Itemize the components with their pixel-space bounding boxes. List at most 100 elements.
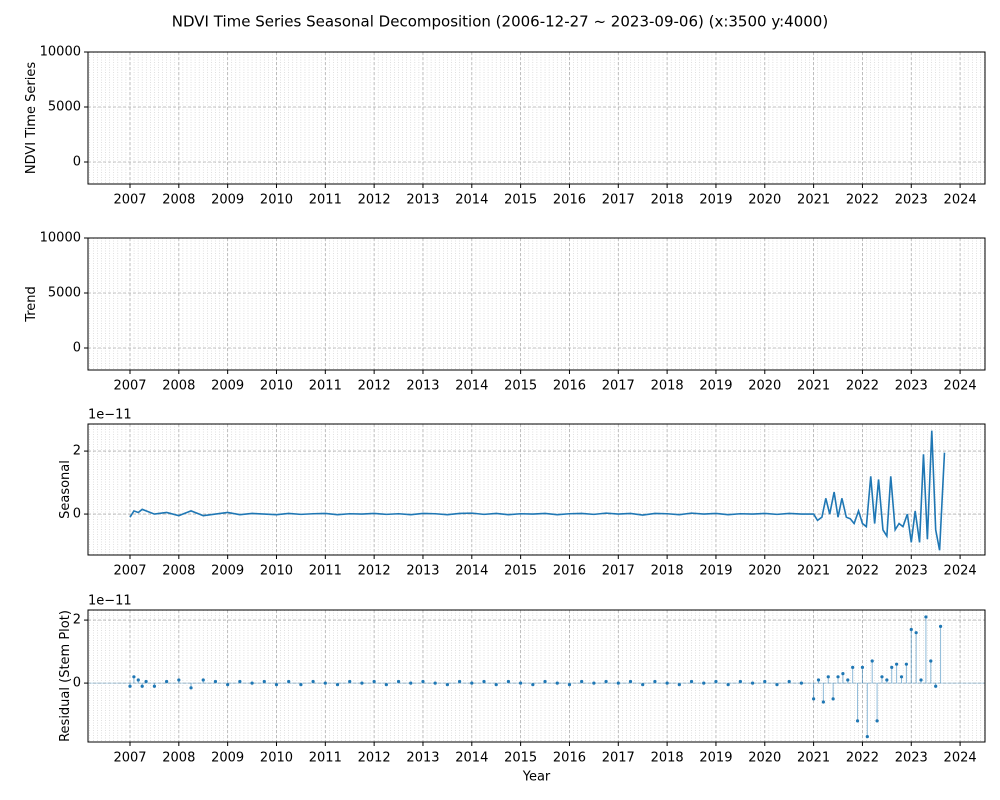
stem-marker	[851, 665, 855, 669]
stem-marker	[831, 697, 835, 701]
stem-marker	[714, 679, 718, 684]
stem-marker	[323, 681, 327, 685]
stem-marker	[360, 681, 364, 685]
stem-marker	[519, 681, 523, 685]
stem-marker	[470, 681, 474, 685]
stem-marker	[677, 683, 681, 687]
x-tick-label: 2020	[748, 564, 781, 579]
y-axis-label: Seasonal	[58, 460, 73, 519]
axes-frame	[87, 423, 986, 556]
y-axis-label: Trend	[24, 286, 39, 323]
x-axis-label: Year	[522, 770, 551, 785]
stem-marker	[201, 678, 205, 682]
x-tick-label: 2013	[406, 379, 439, 394]
x-tick-label: 2012	[358, 564, 391, 579]
x-tick-label: 2018	[651, 751, 684, 766]
stem-marker	[841, 672, 845, 676]
stem-marker	[433, 681, 437, 685]
x-tick-label: 2020	[748, 193, 781, 208]
x-tick-label: 2014	[455, 379, 488, 394]
x-tick-label: 2022	[846, 564, 879, 579]
x-tick-label: 2024	[944, 193, 977, 208]
x-tick-label: 2014	[455, 193, 488, 208]
stem-marker	[641, 683, 645, 687]
x-tick-label: 2024	[944, 564, 977, 579]
x-tick-label: 2016	[553, 751, 586, 766]
stem-marker	[128, 684, 132, 688]
figure-title: NDVI Time Series Seasonal Decomposition …	[172, 13, 828, 31]
stem-marker	[287, 679, 291, 684]
stem-marker	[177, 678, 181, 682]
x-tick-label: 2008	[162, 193, 195, 208]
x-tick-label: 2011	[309, 193, 342, 208]
stem-marker	[826, 675, 830, 679]
stem-marker	[299, 683, 303, 687]
y-tick-label: 5000	[48, 100, 81, 115]
x-tick-label: 2020	[748, 751, 781, 766]
x-tick-label: 2017	[602, 193, 635, 208]
x-tick-label: 2015	[504, 751, 537, 766]
subplot: 2007 2008 2009 2010 2011 2012 2013 2014 2015 2016…	[58, 594, 986, 785]
x-tick-label: 2017	[602, 564, 635, 579]
x-tick-label: 2007	[113, 564, 146, 579]
x-tick-label: 2012	[358, 379, 391, 394]
stem-marker	[875, 719, 879, 723]
stem-marker	[909, 627, 913, 632]
stem-marker	[144, 679, 148, 684]
stem-marker	[457, 679, 462, 684]
x-tick-label: 2010	[260, 193, 293, 208]
stem-marker	[738, 679, 742, 684]
x-tick-label: 2007	[113, 379, 146, 394]
stem-marker	[555, 681, 559, 685]
x-tick-label: 2012	[358, 193, 391, 208]
stem-marker	[924, 615, 928, 619]
stem-marker	[689, 679, 694, 684]
x-tick-label: 2020	[748, 379, 781, 394]
x-tick-label: 2008	[162, 751, 195, 766]
y-tick-label: 0	[73, 676, 81, 691]
stem-marker	[628, 679, 633, 684]
x-tick-label: 2015	[504, 193, 537, 208]
x-tick-label: 2021	[797, 564, 830, 579]
subplot: 2007 2008 2009 2010 2011 2012 2013 2014 2015 2016…	[24, 45, 986, 208]
x-tick-label: 2009	[211, 193, 244, 208]
subplot: 2007 2008 2009 2010 2011 2012 2013 2014 2015 2016…	[58, 408, 986, 579]
x-tick-label: 2013	[406, 751, 439, 766]
stem-marker	[421, 679, 425, 684]
series-line	[129, 430, 946, 551]
offset-label: 1e−11	[88, 408, 132, 423]
stem-marker	[189, 686, 193, 690]
stem-marker	[787, 679, 791, 684]
y-axis-label: NDVI Time Series	[24, 62, 39, 175]
stem-marker	[311, 679, 315, 684]
x-tick-label: 2022	[846, 379, 879, 394]
subplot: 2007 2008 2009 2010 2011 2012 2013 2014 2015 2016…	[24, 231, 986, 394]
x-tick-label: 2019	[699, 564, 732, 579]
x-tick-label: 2013	[406, 193, 439, 208]
x-tick-label: 2024	[944, 379, 977, 394]
axes-frame	[87, 609, 986, 743]
x-tick-label: 2010	[260, 751, 293, 766]
stem-marker	[763, 679, 767, 684]
y-tick-label: 5000	[48, 286, 81, 301]
x-tick-label: 2016	[553, 564, 586, 579]
x-tick-label: 2016	[553, 193, 586, 208]
stem-marker	[812, 697, 816, 701]
stem-marker	[482, 679, 486, 684]
stem-marker	[775, 683, 779, 687]
x-tick-label: 2013	[406, 564, 439, 579]
x-tick-label: 2021	[797, 379, 830, 394]
y-tick-label: 10000	[40, 45, 81, 60]
stem-marker	[726, 683, 730, 687]
stem-marker	[567, 683, 572, 687]
stem-marker	[136, 678, 140, 682]
x-tick-label: 2021	[797, 193, 830, 208]
stem-marker	[165, 679, 169, 684]
stem-marker	[445, 683, 449, 687]
x-tick-label: 2011	[309, 379, 342, 394]
stem-marker	[899, 675, 904, 679]
stem-marker	[870, 659, 874, 663]
stem-marker	[929, 659, 933, 663]
stem-marker	[262, 679, 266, 684]
